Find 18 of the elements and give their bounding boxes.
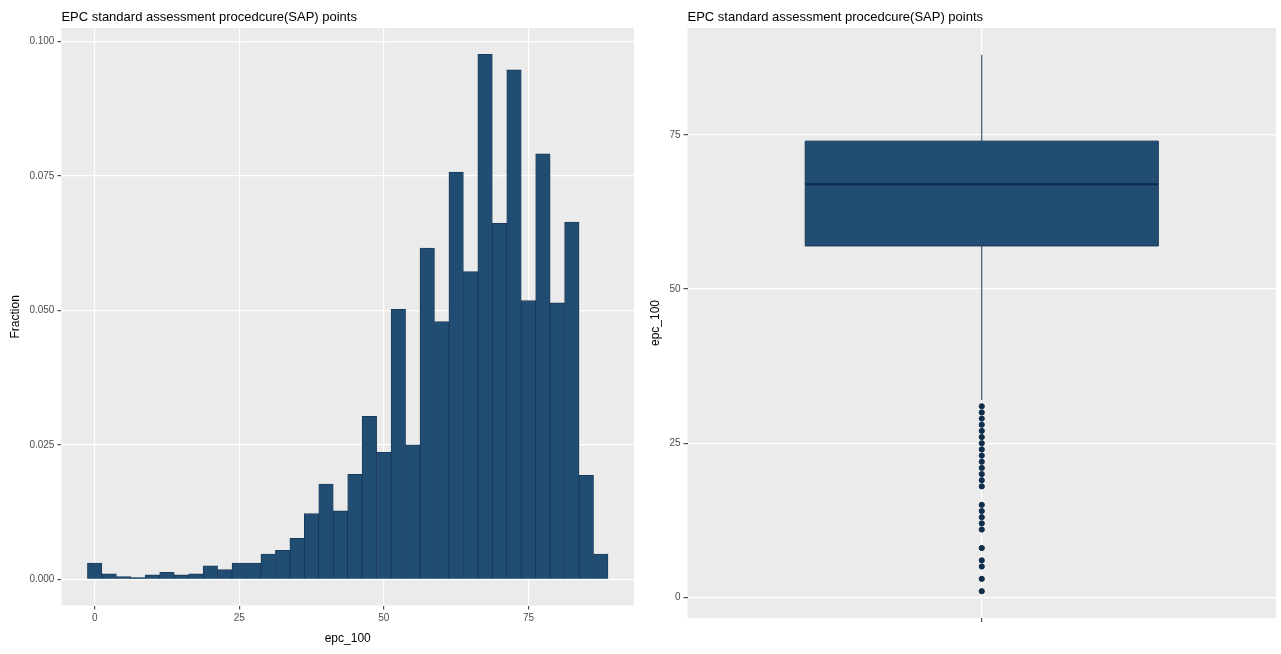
chart-title: EPC standard assessment procedcure(SAP) points [687, 8, 984, 24]
y-tick-label: 0 [674, 591, 681, 603]
y-axis-title: Fraction [7, 295, 22, 339]
y-tick-label: 75 [669, 128, 681, 140]
y-tick-label: 0.050 [29, 304, 55, 316]
y-axis-title: epc_100 [647, 299, 662, 347]
x-tick-label: 75 [522, 612, 535, 624]
y-tick-label: 0.000 [29, 573, 55, 584]
x-tick-label: 50 [378, 612, 390, 624]
y-tick-label: 0.025 [29, 438, 55, 450]
y-tick-label: 50 [669, 282, 681, 294]
x-tick-label: 0 [91, 612, 98, 624]
y-tick-label: 0.075 [29, 169, 55, 181]
y-tick-label: 0.100 [29, 35, 55, 47]
y-tick-label: 25 [669, 436, 681, 448]
x-tick-label: 25 [233, 612, 246, 624]
x-axis-title: epc_100 [324, 631, 372, 646]
chart-title: EPC standard assessment procedcure(SAP) points [61, 8, 358, 24]
